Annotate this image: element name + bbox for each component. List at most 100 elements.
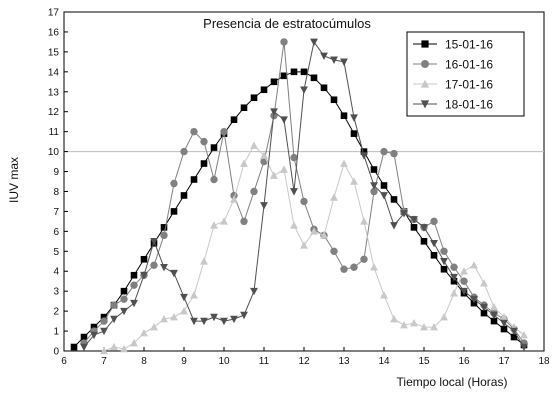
data-point	[390, 149, 398, 158]
data-point	[240, 217, 248, 226]
y-tick-label: 15	[48, 47, 60, 58]
data-point	[170, 179, 178, 188]
y-tick-label: 13	[48, 87, 60, 98]
data-point	[440, 257, 448, 266]
data-point	[390, 314, 398, 323]
data-point	[470, 261, 478, 269]
data-point	[490, 311, 498, 320]
data-point	[370, 182, 378, 190]
data-point	[500, 313, 508, 321]
y-tick-label: 16	[48, 27, 60, 38]
data-point	[510, 327, 518, 336]
series-18-01-16	[80, 38, 528, 352]
data-point	[520, 343, 528, 352]
data-point	[130, 299, 138, 308]
data-point	[310, 38, 318, 47]
data-point	[350, 114, 358, 122]
data-point	[370, 263, 378, 271]
data-point	[510, 333, 518, 341]
data-point	[380, 147, 388, 156]
x-tick-label: 15	[418, 356, 430, 367]
data-point	[150, 261, 158, 269]
x-axis-label: Tiempo local (Horas)	[397, 375, 508, 389]
data-point	[480, 303, 488, 312]
data-point	[190, 317, 198, 326]
data-point	[310, 227, 318, 235]
y-tick-label: 2	[53, 307, 59, 318]
data-point	[430, 251, 438, 259]
data-point	[280, 72, 288, 80]
x-tick-label: 9	[181, 356, 187, 367]
data-point	[350, 263, 358, 271]
data-point	[230, 195, 238, 203]
data-point	[310, 74, 318, 82]
data-point	[360, 217, 368, 225]
y-tick-label: 14	[48, 67, 60, 78]
data-point	[430, 217, 438, 226]
data-point	[80, 333, 88, 341]
y-tick-label: 17	[48, 8, 60, 19]
y-tick-label: 5	[53, 247, 59, 258]
data-point	[290, 68, 298, 76]
data-point	[70, 343, 78, 351]
x-tick-label: 7	[101, 356, 107, 367]
legend-item: 18-01-16	[413, 98, 493, 112]
x-tick-label: 6	[61, 356, 67, 367]
y-tick-label: 7	[53, 207, 59, 218]
data-point	[100, 317, 108, 325]
data-point	[460, 267, 468, 275]
data-point	[460, 277, 468, 285]
data-point	[270, 78, 278, 86]
data-point	[440, 247, 448, 255]
data-point	[340, 58, 348, 66]
data-point	[220, 317, 228, 326]
data-point	[240, 104, 248, 112]
legend-item: 15-01-16	[413, 38, 493, 52]
data-point	[250, 287, 258, 296]
data-point	[480, 279, 488, 287]
y-tick-label: 12	[48, 107, 60, 118]
data-point	[230, 315, 238, 324]
data-point	[200, 160, 208, 167]
legend-marker	[421, 60, 429, 68]
data-point	[170, 269, 178, 278]
data-point	[390, 196, 398, 203]
data-point	[200, 257, 208, 265]
data-point	[210, 221, 218, 229]
data-point	[400, 210, 408, 218]
legend-item: 17-01-16	[413, 78, 493, 92]
data-point	[450, 289, 458, 297]
data-point	[440, 265, 448, 273]
data-point	[80, 343, 88, 352]
legend-marker	[421, 40, 429, 48]
data-point	[410, 318, 418, 327]
data-point	[100, 346, 108, 355]
data-point	[350, 177, 358, 185]
data-point	[300, 86, 308, 94]
data-point	[440, 313, 448, 321]
series-17-01-16	[100, 141, 528, 355]
data-point	[370, 187, 378, 196]
data-point	[120, 295, 128, 303]
chart-title: Presencia de estratocúmulos	[203, 16, 371, 31]
data-point	[160, 224, 168, 231]
data-point	[340, 112, 348, 119]
data-point	[180, 307, 188, 315]
data-point	[470, 295, 478, 304]
x-tick-label: 12	[298, 356, 310, 367]
y-tick-label: 10	[48, 147, 60, 158]
legend-item: 16-01-16	[413, 58, 493, 72]
data-point	[340, 265, 348, 273]
data-point	[270, 108, 278, 116]
x-tick-label: 17	[498, 356, 510, 367]
y-tick-label: 3	[53, 287, 59, 298]
legend: 15-01-16 16-01-16 17-01-16 18-01-16	[406, 31, 525, 117]
data-point	[90, 323, 98, 331]
data-point	[320, 84, 328, 92]
data-point	[100, 327, 108, 336]
data-point	[400, 320, 408, 329]
data-point	[480, 309, 488, 317]
y-axis-label: IUV max	[7, 157, 21, 203]
data-point	[150, 238, 158, 246]
data-point	[300, 197, 308, 206]
